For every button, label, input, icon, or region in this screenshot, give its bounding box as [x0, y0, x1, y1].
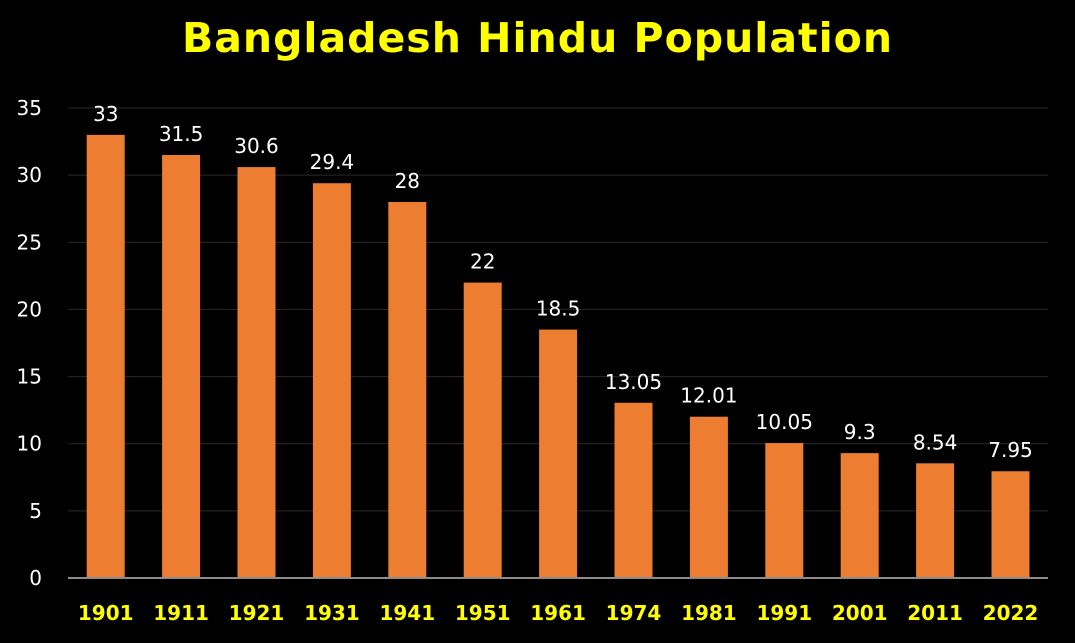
data-label: 18.5 — [536, 297, 581, 321]
category-label: 1974 — [606, 601, 662, 625]
category-label: 1901 — [78, 601, 134, 625]
data-labels: 33 31.5 30.6 29.4 28 22 18.5 13.05 12.01 10.05 9.3… — [93, 102, 1033, 462]
data-label: 9.3 — [844, 420, 876, 444]
data-label: 29.4 — [310, 150, 355, 174]
category-label: 1911 — [153, 601, 209, 625]
data-label: 12.01 — [680, 384, 737, 408]
x-axis-categories: 1901 1911 1921 1931 1941 1951 1961 1974 1981 1991… — [78, 601, 1038, 625]
y-tick-label: 35 — [17, 96, 42, 120]
category-label: 1931 — [304, 601, 360, 625]
data-label: 7.95 — [988, 438, 1033, 462]
bars — [86, 134, 1030, 579]
y-axis-ticks: 0 5 10 15 20 25 30 35 — [17, 96, 42, 590]
y-tick-label: 20 — [17, 297, 42, 321]
category-label: 1991 — [756, 601, 812, 625]
category-label: 1961 — [530, 601, 586, 625]
category-label: 1951 — [455, 601, 511, 625]
category-label: 1921 — [229, 601, 285, 625]
data-label: 22 — [470, 250, 495, 274]
y-tick-label: 10 — [17, 432, 42, 456]
bar — [916, 463, 955, 578]
category-label: 2011 — [907, 601, 963, 625]
data-label: 10.05 — [756, 410, 813, 434]
y-tick-label: 0 — [29, 566, 42, 590]
bar — [388, 202, 427, 578]
data-label: 8.54 — [913, 430, 958, 454]
data-label: 28 — [395, 169, 420, 193]
category-label: 1941 — [379, 601, 435, 625]
bar — [765, 443, 804, 578]
y-tick-label: 25 — [17, 230, 42, 254]
bar — [312, 183, 351, 578]
data-label: 30.6 — [234, 134, 279, 158]
category-label: 1981 — [681, 601, 737, 625]
bar — [162, 155, 201, 578]
bar — [539, 329, 578, 578]
bar — [237, 167, 276, 579]
y-tick-label: 30 — [17, 163, 42, 187]
bar — [86, 134, 125, 578]
y-tick-label: 15 — [17, 365, 42, 389]
bar — [689, 416, 728, 578]
bar — [840, 453, 879, 578]
data-label: 31.5 — [159, 122, 204, 146]
y-tick-label: 5 — [29, 499, 42, 523]
bar — [991, 471, 1030, 578]
data-label: 13.05 — [605, 370, 662, 394]
data-label: 33 — [93, 102, 118, 126]
bar — [463, 282, 502, 578]
category-label: 2022 — [983, 601, 1039, 625]
bar — [614, 402, 653, 578]
category-label: 2001 — [832, 601, 888, 625]
chart-title: Bangladesh Hindu Population — [181, 14, 894, 62]
